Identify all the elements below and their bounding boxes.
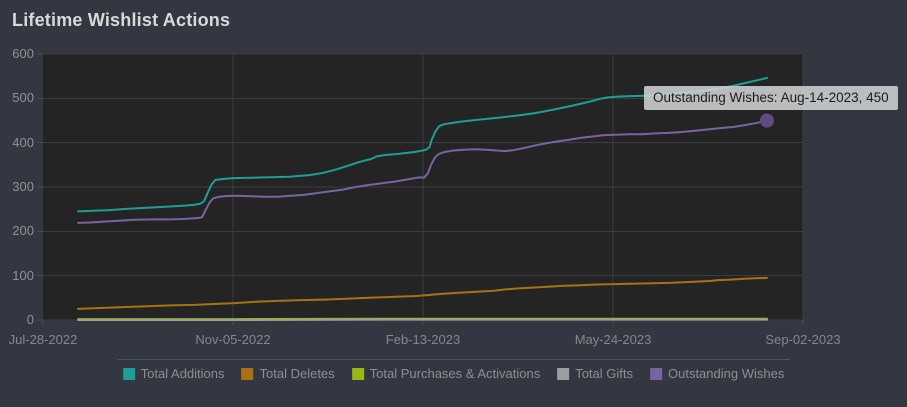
- legend-item-total-additions[interactable]: Total Additions: [122, 366, 225, 381]
- y-axis-label-600: 600: [12, 46, 34, 61]
- series-line-total-deletes[interactable]: [77, 276, 768, 310]
- legend-swatch-total-additions: [122, 367, 135, 380]
- x-axis-label-Feb-13-2023: Feb-13-2023: [385, 332, 461, 347]
- legend-swatch-total-gifts: [557, 367, 570, 380]
- legend-label-total-additions: Total Additions: [140, 366, 225, 381]
- y-axis-label-200: 200: [12, 223, 34, 239]
- x-axis-label-Sep-02-2023: Sep-02-2023: [765, 332, 841, 347]
- series-line-outstanding-wishes[interactable]: [77, 119, 768, 224]
- y-axis-label-500: 500: [12, 90, 34, 106]
- legend-item-total-gifts[interactable]: Total Gifts: [557, 366, 633, 381]
- legend-label-total-deletes: Total Deletes: [259, 366, 335, 381]
- legend-item-outstanding-wishes[interactable]: Outstanding Wishes: [649, 366, 785, 381]
- legend-item-total-purchases-activations[interactable]: Total Purchases & Activations: [351, 366, 541, 381]
- legend-item-total-deletes[interactable]: Total Deletes: [241, 366, 335, 381]
- chart-title: Lifetime Wishlist Actions: [12, 10, 231, 30]
- x-axis-label-Jul-28-2022: Jul-28-2022: [8, 332, 78, 347]
- legend-swatch-total-purchases-activations: [351, 367, 364, 380]
- x-axis-label-May-24-2023: May-24-2023: [574, 332, 652, 347]
- legend: Total Additions Total Deletes Total Purcha…: [116, 359, 791, 381]
- y-axis-label-0: 0: [26, 312, 34, 327]
- legend-swatch-total-deletes: [241, 367, 254, 380]
- hover-point-marker[interactable]: [759, 113, 774, 128]
- tooltip: Outstanding Wishes: Aug-14-2023, 450: [644, 86, 898, 110]
- y-axis-label-400: 400: [12, 134, 34, 150]
- y-axis-label-100: 100: [12, 267, 34, 283]
- x-axis-label-Nov-05-2022: Nov-05-2022: [195, 332, 271, 347]
- legend-label-outstanding-wishes: Outstanding Wishes: [667, 366, 785, 381]
- legend-label-total-gifts: Total Gifts: [575, 366, 633, 381]
- y-axis-label-300: 300: [12, 179, 34, 194]
- legend-swatch-outstanding-wishes: [649, 367, 662, 380]
- axis-ticks: [37, 53, 804, 325]
- legend-label-total-purchases-activations: Total Purchases & Activations: [369, 366, 541, 381]
